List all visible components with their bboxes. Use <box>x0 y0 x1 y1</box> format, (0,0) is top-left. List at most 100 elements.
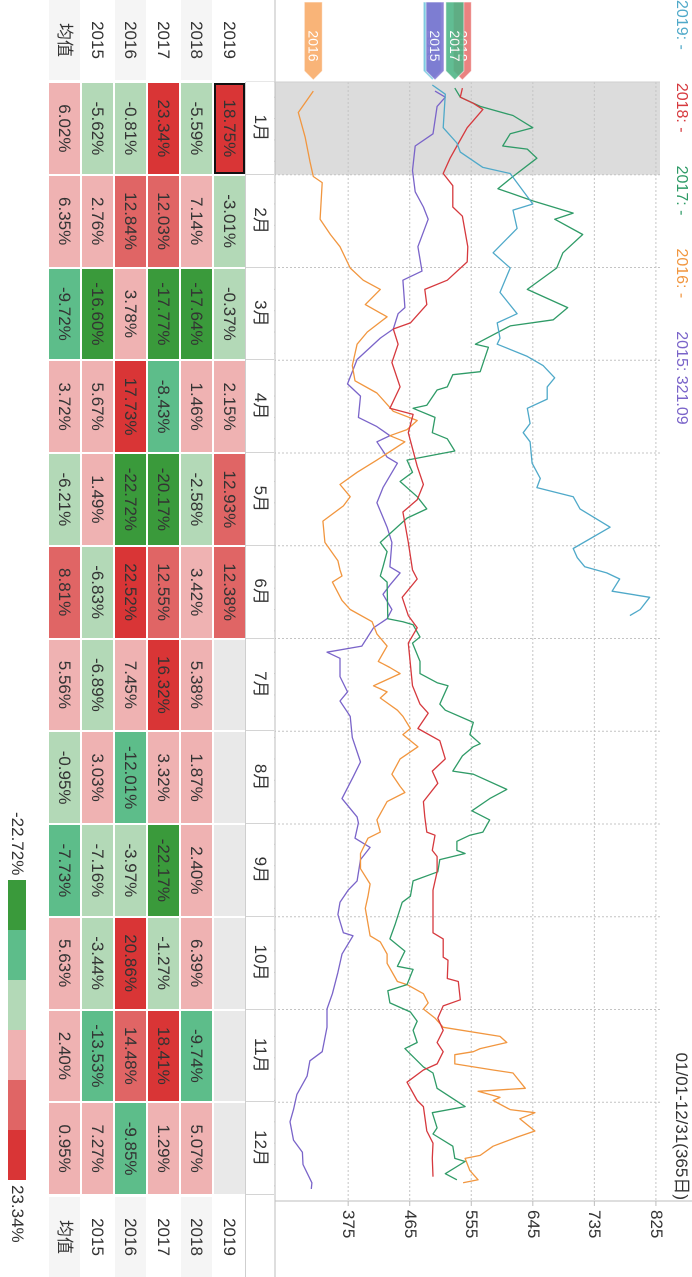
heatmap-cell[interactable]: 2.40% <box>49 1010 80 1102</box>
heatmap-cell[interactable]: -0.81% <box>115 83 146 174</box>
heatmap-cell[interactable]: 5.67% <box>82 361 113 452</box>
row-label-right: 2019 <box>220 1218 239 1256</box>
heatmap-cell[interactable]: -9.72% <box>49 268 80 360</box>
heatmap-cell[interactable]: -22.72% <box>115 454 146 545</box>
heatmap-cell[interactable]: -0.95% <box>49 732 80 823</box>
month-header-8[interactable]: 8月 <box>246 731 274 824</box>
heatmap-cell[interactable]: -8.43% <box>148 361 179 452</box>
series-line-2017[interactable] <box>379 87 584 1181</box>
heatmap-cell[interactable]: 14.48% <box>115 1010 146 1102</box>
heatmap-cell[interactable]: 3.78% <box>115 268 146 360</box>
heatmap-cell[interactable]: 18.75% <box>214 83 245 174</box>
color-scale-segment <box>8 1030 26 1080</box>
heatmap-cell[interactable]: 17.73% <box>115 361 146 452</box>
heatmap-cell[interactable]: -6.89% <box>82 639 113 731</box>
heatmap-cell[interactable]: 12.55% <box>148 546 179 638</box>
heatmap-cell[interactable]: 2.15% <box>214 361 245 452</box>
heatmap-cell[interactable]: 12.38% <box>214 546 245 638</box>
heatmap-cell[interactable]: -0.37% <box>214 268 245 360</box>
heatmap-cell[interactable]: 18.41% <box>148 1010 179 1102</box>
month-header-10[interactable]: 10月 <box>246 916 274 1010</box>
heatmap-cell[interactable]: 5.07% <box>181 1103 212 1194</box>
heatmap-cell[interactable]: 5.38% <box>181 639 212 731</box>
month-header-11[interactable]: 11月 <box>246 1009 274 1103</box>
color-scale-min-label: -22.72% <box>8 812 27 876</box>
heatmap-cell[interactable]: -20.17% <box>148 454 179 545</box>
month-header-12[interactable]: 12月 <box>246 1102 274 1195</box>
heatmap-cell[interactable]: -2.58% <box>181 454 212 545</box>
row-label-left: 均值 <box>49 0 80 80</box>
heatmap-cell[interactable]: -5.62% <box>82 83 113 174</box>
heatmap-cell[interactable]: 6.35% <box>49 175 80 267</box>
heatmap-cell-empty[interactable] <box>214 732 245 823</box>
heatmap-cell[interactable]: -7.16% <box>82 825 113 916</box>
row-label-left: 2017 <box>154 21 173 59</box>
month-header-2[interactable]: 2月 <box>246 174 274 268</box>
flag-marker-icon <box>425 1 445 81</box>
heatmap-cell[interactable]: -3.97% <box>115 825 146 916</box>
heatmap-cell[interactable]: -22.17% <box>148 825 179 916</box>
heatmap-cell[interactable]: 3.03% <box>82 732 113 823</box>
heatmap-cell[interactable]: -17.77% <box>148 268 179 360</box>
row-label-right: 均值 <box>49 1197 80 1277</box>
heatmap-cell[interactable]: -3.44% <box>82 917 113 1009</box>
heatmap-cell[interactable]: 1.46% <box>181 361 212 452</box>
heatmap-cell[interactable]: -17.64% <box>181 268 212 360</box>
heatmap-cell[interactable]: 5.56% <box>49 639 80 731</box>
heatmap-cell[interactable]: 2.40% <box>181 825 212 916</box>
month-header-3[interactable]: 3月 <box>246 267 274 361</box>
series-line-2015[interactable] <box>289 90 446 1189</box>
row-label-right: 2018 <box>181 1197 212 1277</box>
heatmap-cell[interactable]: -13.53% <box>82 1010 113 1102</box>
heatmap-cell[interactable]: -9.74% <box>181 1010 212 1102</box>
heatmap-cell[interactable]: 12.03% <box>148 175 179 267</box>
heatmap-cell[interactable]: 1.87% <box>181 732 212 823</box>
month-header-9[interactable]: 9月 <box>246 824 274 917</box>
series-line-2016[interactable] <box>297 90 536 1184</box>
heatmap-cell[interactable]: 0.95% <box>49 1103 80 1194</box>
heatmap-cell[interactable]: -3.01% <box>214 175 245 267</box>
heatmap-cell[interactable]: 6.02% <box>49 83 80 174</box>
line-chart-plot[interactable]: 20192015201820172016 <box>242 0 692 1277</box>
month-header-1[interactable]: 1月 <box>246 82 274 175</box>
heatmap-cell[interactable]: 3.42% <box>181 546 212 638</box>
heatmap-cell[interactable]: 1.49% <box>82 454 113 545</box>
heatmap-cell[interactable]: 8.81% <box>49 546 80 638</box>
heatmap-cell[interactable]: -9.85% <box>115 1103 146 1194</box>
heatmap-cell-empty[interactable] <box>214 1010 245 1102</box>
heatmap-cell[interactable]: 7.14% <box>181 175 212 267</box>
heatmap-cell[interactable]: 7.45% <box>115 639 146 731</box>
heatmap-cell-empty[interactable] <box>214 825 245 916</box>
heatmap-cell[interactable]: 12.84% <box>115 175 146 267</box>
heatmap-cell[interactable]: 2.76% <box>82 175 113 267</box>
month-header-5[interactable]: 5月 <box>246 453 274 546</box>
flag-label: 2015 <box>427 30 443 61</box>
month-header-4[interactable]: 4月 <box>246 360 274 453</box>
heatmap-cell[interactable]: -12.01% <box>115 732 146 823</box>
heatmap-cell[interactable]: 12.93% <box>214 454 245 545</box>
heatmap-cell[interactable]: 20.86% <box>115 917 146 1009</box>
heatmap-cell[interactable]: 3.32% <box>148 732 179 823</box>
heatmap-cell-empty[interactable] <box>214 1103 245 1194</box>
heatmap-cell[interactable]: 1.29% <box>148 1103 179 1194</box>
heatmap-cell[interactable]: -6.21% <box>49 454 80 545</box>
row-label-right: 2015 <box>88 1218 107 1256</box>
heatmap-cell[interactable]: -16.60% <box>82 268 113 360</box>
heatmap-cell[interactable]: 6.39% <box>181 917 212 1009</box>
series-line-2019[interactable] <box>431 84 651 617</box>
heatmap-cell[interactable]: -1.27% <box>148 917 179 1009</box>
heatmap-cell[interactable]: 22.52% <box>115 546 146 638</box>
heatmap-cell[interactable]: 7.27% <box>82 1103 113 1194</box>
heatmap-cell[interactable]: 5.63% <box>49 917 80 1009</box>
heatmap-cell[interactable]: -6.83% <box>82 546 113 638</box>
month-header-7[interactable]: 7月 <box>246 638 274 732</box>
heatmap-cell[interactable]: 23.34% <box>148 83 179 174</box>
month-header-6[interactable]: 6月 <box>246 545 274 639</box>
series-line-2018[interactable] <box>389 87 484 1177</box>
heatmap-cell[interactable]: 16.32% <box>148 639 179 731</box>
heatmap-cell[interactable]: 3.72% <box>49 361 80 452</box>
heatmap-cell-empty[interactable] <box>214 917 245 1009</box>
heatmap-cell[interactable]: -5.59% <box>181 83 212 174</box>
heatmap-cell-empty[interactable] <box>214 639 245 731</box>
heatmap-cell[interactable]: -7.73% <box>49 825 80 916</box>
